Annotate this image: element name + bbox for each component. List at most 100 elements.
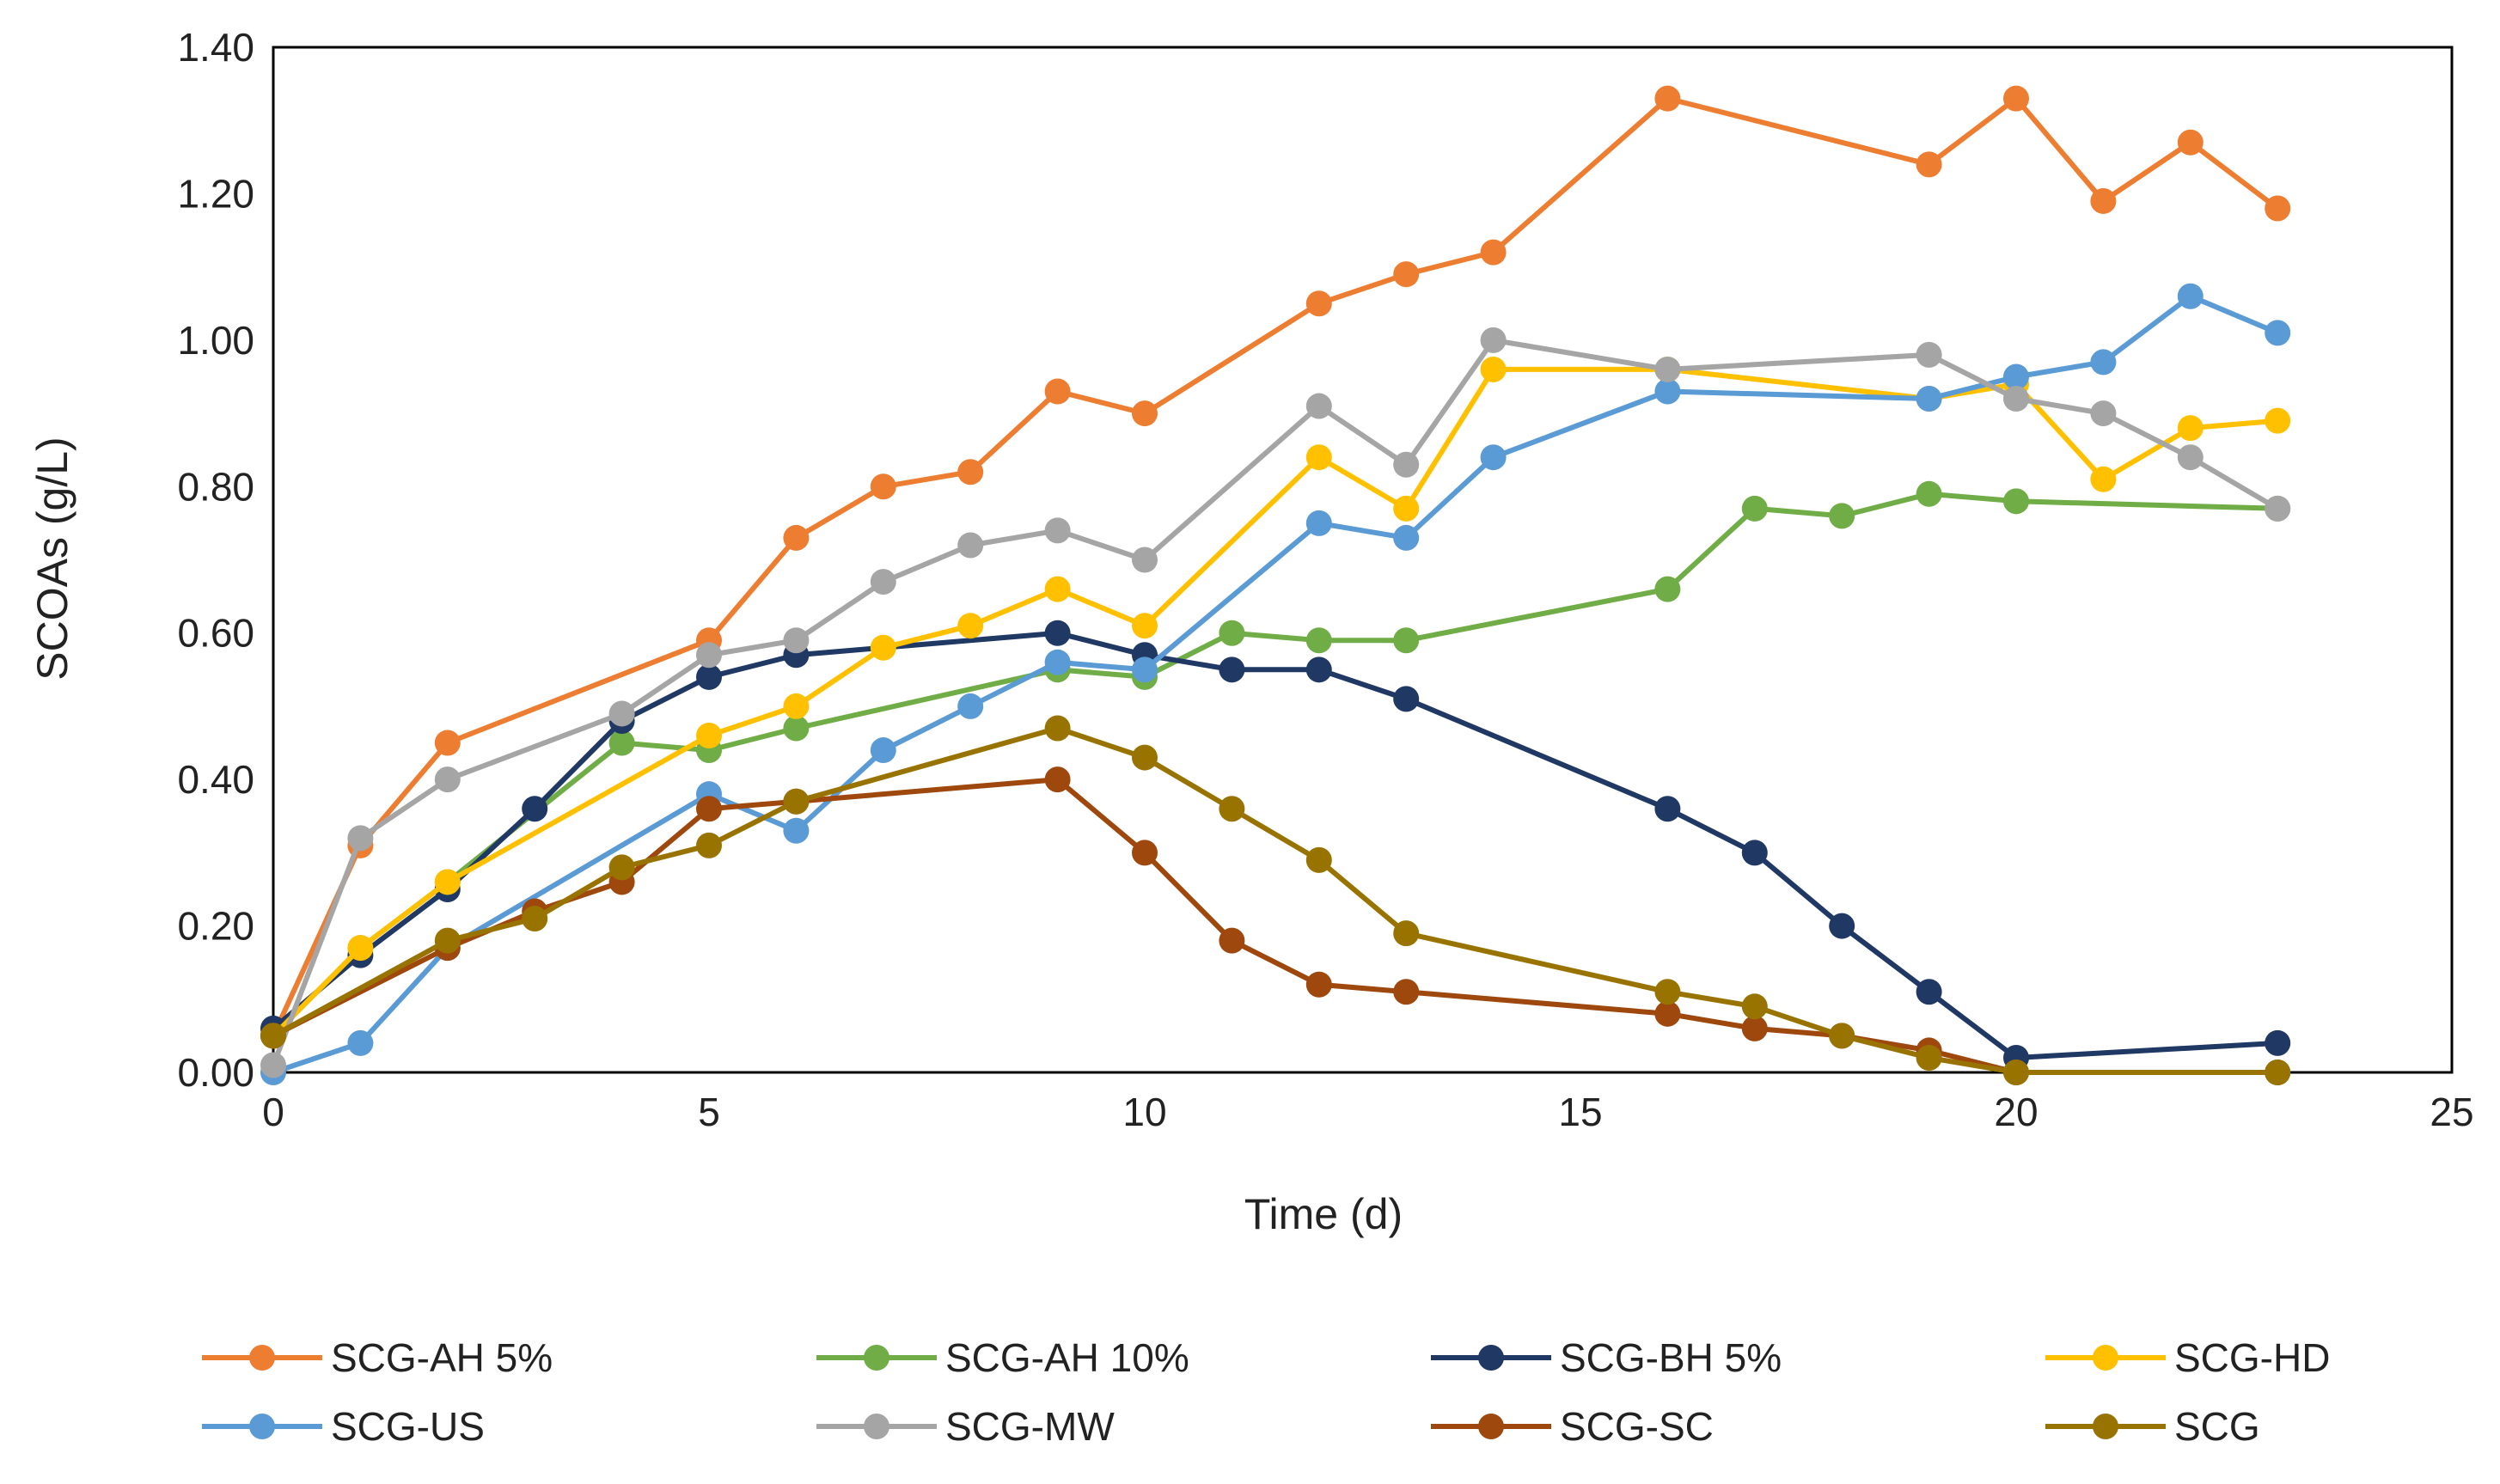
- data-point: [957, 459, 984, 486]
- legend-label: SCG-AH 5%: [331, 1335, 553, 1380]
- data-point: [1393, 979, 1420, 1005]
- data-point: [1480, 239, 1507, 266]
- data-point: [1916, 386, 1942, 412]
- data-point: [1044, 766, 1071, 793]
- data-point: [1654, 796, 1681, 822]
- series-line: [271, 337, 2281, 1068]
- data-point: [957, 693, 984, 719]
- legend-marker: [1478, 1345, 1504, 1371]
- data-point: [1305, 971, 1332, 998]
- data-point: [1916, 151, 1942, 178]
- series-group: [260, 620, 2291, 1071]
- legend-label: SCG-US: [331, 1404, 485, 1449]
- data-point: [1219, 927, 1245, 954]
- data-point: [347, 935, 374, 962]
- data-point: [1044, 715, 1071, 742]
- legend-marker: [1478, 1414, 1504, 1439]
- data-point: [1654, 1000, 1681, 1027]
- data-point: [1219, 657, 1245, 683]
- data-point: [2090, 187, 2117, 214]
- data-point: [1916, 979, 1942, 1005]
- legend-item: SCG-MW: [816, 1404, 1115, 1449]
- data-point: [1305, 444, 1332, 471]
- data-point: [1132, 547, 1158, 573]
- data-point: [2003, 85, 2029, 112]
- data-point: [870, 737, 896, 764]
- data-point: [2090, 466, 2117, 492]
- legend-item: SCG-US: [202, 1404, 485, 1449]
- data-point: [696, 796, 722, 822]
- data-point: [1829, 503, 1855, 529]
- data-point: [1044, 378, 1071, 405]
- data-point: [434, 766, 461, 793]
- y-tick-label: 1.20: [177, 171, 254, 216]
- data-point: [522, 906, 548, 932]
- data-point: [608, 730, 635, 756]
- data-point: [1305, 846, 1332, 873]
- y-tick-label: 0.00: [177, 1050, 254, 1095]
- x-axis-tick-labels: 0 5 10 15 20 25: [262, 1090, 2473, 1134]
- data-point: [1480, 444, 1507, 471]
- x-tick-label: 5: [698, 1090, 720, 1134]
- data-point: [1044, 620, 1071, 646]
- data-point: [347, 1029, 374, 1056]
- data-point: [2265, 320, 2291, 346]
- series-line: [271, 366, 2281, 1039]
- data-point: [2265, 195, 2291, 222]
- data-point: [1654, 356, 1681, 382]
- data-point: [1393, 261, 1420, 288]
- legend-marker: [2093, 1414, 2118, 1439]
- legend-item: SCG-HD: [2045, 1335, 2330, 1380]
- legend-label: SCG-SC: [1560, 1404, 1714, 1449]
- x-tick-label: 20: [1994, 1090, 2038, 1134]
- data-point: [1393, 495, 1420, 522]
- data-point: [1741, 1015, 1768, 1041]
- series-group: [260, 715, 2291, 1085]
- series-line: [271, 95, 2281, 1039]
- data-point: [2177, 129, 2204, 156]
- x-tick-label: 25: [2430, 1090, 2473, 1134]
- series-group: [260, 85, 2291, 1049]
- data-point: [2177, 444, 2204, 471]
- data-point: [870, 634, 896, 661]
- legend-marker: [2093, 1345, 2118, 1371]
- data-point: [1305, 627, 1332, 654]
- y-tick-label: 0.80: [177, 464, 254, 509]
- data-point: [1219, 796, 1245, 822]
- data-point: [870, 473, 896, 500]
- data-point: [1132, 744, 1158, 771]
- legend: SCG-AH 5% SCG-AH 10% SCG-BH 5% SCG-HD SCG-US…: [202, 1335, 2330, 1449]
- data-point: [696, 723, 722, 749]
- data-point: [957, 613, 984, 639]
- data-point: [2090, 400, 2117, 427]
- data-point: [434, 869, 461, 895]
- series-group: [260, 283, 2291, 1085]
- legend-marker: [249, 1414, 275, 1439]
- data-point: [2265, 1060, 2291, 1085]
- legend-item: SCG-AH 10%: [816, 1335, 1189, 1380]
- data-point: [1829, 1023, 1855, 1049]
- series-group: [260, 327, 2291, 1078]
- x-tick-label: 0: [262, 1090, 284, 1134]
- series-line: [271, 293, 2281, 1075]
- data-point: [1654, 378, 1681, 405]
- x-axis-title: Time (d): [1244, 1190, 1403, 1238]
- legend-label: SCG-HD: [2174, 1335, 2330, 1380]
- data-point: [1480, 327, 1507, 353]
- data-point: [1305, 290, 1332, 317]
- legend-marker: [249, 1345, 275, 1371]
- series-group: [260, 356, 2291, 1049]
- data-point: [1044, 576, 1071, 602]
- data-point: [1916, 341, 1942, 368]
- data-point: [2177, 283, 2204, 309]
- data-point: [260, 1052, 286, 1078]
- data-point: [1305, 393, 1332, 419]
- data-point: [1393, 451, 1420, 478]
- data-point: [2090, 349, 2117, 376]
- data-point: [2003, 488, 2029, 515]
- legend-label: SCG-BH 5%: [1560, 1335, 1782, 1380]
- data-point: [783, 817, 810, 844]
- legend-label: SCG: [2174, 1404, 2260, 1449]
- y-tick-label: 1.00: [177, 318, 254, 363]
- data-point: [870, 569, 896, 595]
